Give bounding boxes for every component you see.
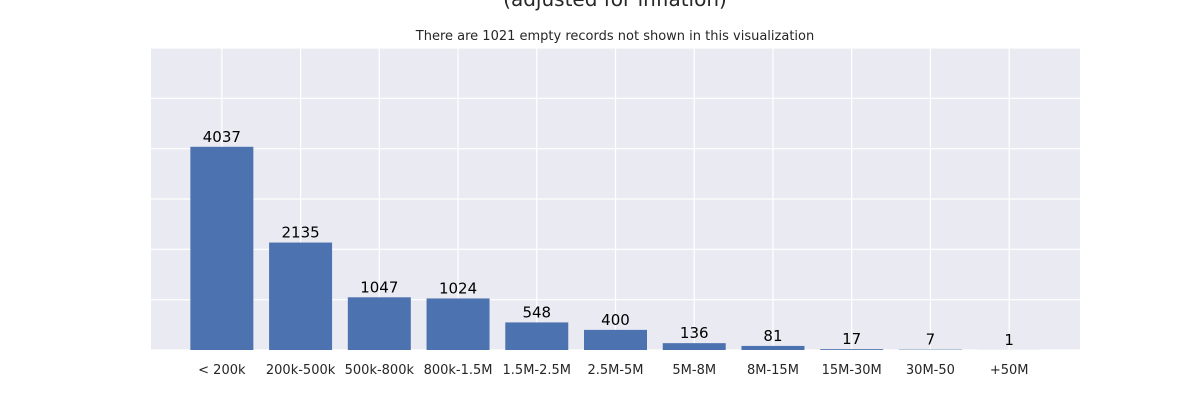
bar-value-label: 136 [680, 324, 709, 342]
bar-value-label: 548 [522, 303, 551, 321]
bar-value-label: 2135 [281, 224, 319, 242]
x-tick-label: +50M [990, 363, 1029, 378]
x-tick-label: 800k-1.5M [424, 363, 493, 378]
chart-title: (adjusted for inflation) [503, 0, 727, 11]
x-tick-label: 500k-800k [345, 363, 415, 378]
bar [426, 298, 490, 350]
bar-value-label: 7 [926, 331, 936, 349]
bar [820, 349, 884, 350]
x-tick-label: 200k-500k [266, 363, 336, 378]
bar-value-label: 1047 [360, 278, 398, 296]
bar-value-label: 81 [763, 327, 782, 345]
x-tick-label: < 200k [198, 363, 246, 378]
x-tick-label: 5M-8M [672, 363, 716, 378]
value-labels: 4037 2135 1047 1024 548 400 136 81 17 7 1 [203, 128, 1014, 349]
bar [584, 329, 647, 350]
x-tick-label: 8M-15M [747, 363, 799, 378]
bar-value-label: 1 [1004, 331, 1014, 349]
bar-value-label: 400 [601, 311, 630, 329]
chart-subtitle: There are 1021 empty records not shown i… [415, 29, 814, 44]
bar [662, 343, 726, 350]
x-tick-labels: < 200k 200k-500k 500k-800k 800k-1.5M 1.5M-2.… [198, 363, 1028, 378]
x-tick-label: 1.5M-2.5M [503, 363, 571, 378]
bar-value-label: 4037 [203, 128, 241, 146]
x-tick-label: 2.5M-5M [587, 363, 643, 378]
bar [505, 322, 569, 350]
bar [190, 146, 254, 350]
x-tick-label: 30M-50 [906, 363, 955, 378]
bars [190, 146, 1041, 350]
bar [269, 242, 333, 350]
x-tick-label: 15M-30M [822, 363, 882, 378]
bar [741, 345, 805, 350]
bar [347, 297, 411, 350]
bar-value-label: 1024 [439, 279, 477, 297]
bar-value-label: 17 [842, 330, 861, 348]
